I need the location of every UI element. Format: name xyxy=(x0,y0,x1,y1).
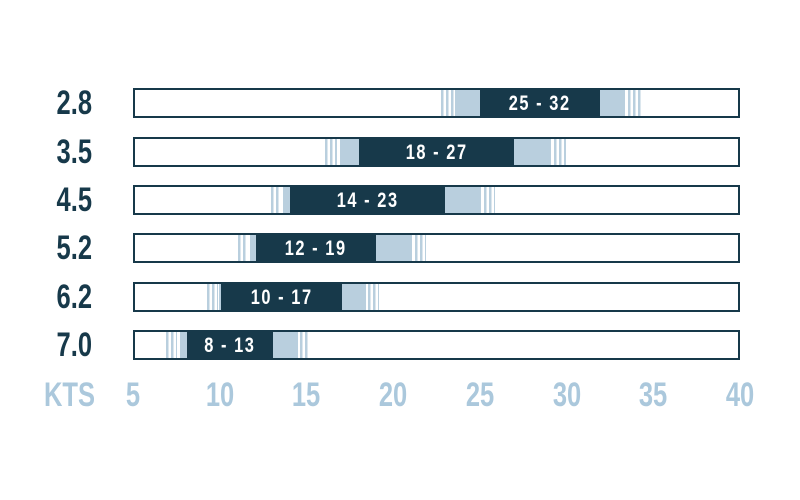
sail-size-label: 3.5 xyxy=(56,133,92,171)
axis-tick: 10 xyxy=(205,376,234,414)
dark-range-segment: 25 - 32 xyxy=(479,90,601,116)
wind-range-bar: 14 - 23 xyxy=(133,185,740,215)
axis-tick: 5 xyxy=(125,376,141,414)
light-right-segment xyxy=(445,187,482,213)
sail-size-label: 2.8 xyxy=(56,84,92,122)
wind-range-bar: 8 - 13 xyxy=(133,330,740,360)
hatch-right-zone xyxy=(627,90,641,116)
hatch-right-zone xyxy=(483,187,496,213)
sail-row: 3.5 18 - 27 xyxy=(0,133,800,171)
axis-tick: 15 xyxy=(292,376,321,414)
hatch-left-zone xyxy=(440,90,455,116)
dark-range-segment: 14 - 23 xyxy=(290,187,446,213)
wind-range-bar: 10 - 17 xyxy=(133,282,740,312)
sail-size-label: 7.0 xyxy=(56,326,92,364)
dark-range-segment: 18 - 27 xyxy=(358,139,515,165)
hatch-left-zone xyxy=(325,139,338,165)
axis-tick: 20 xyxy=(378,376,408,414)
sail-size-label: 6.2 xyxy=(56,278,92,316)
sail-row: 7.0 8 - 13 xyxy=(0,326,800,364)
light-left-segment xyxy=(250,235,256,261)
axis-tick: 35 xyxy=(639,376,668,414)
axis-tick: 25 xyxy=(465,376,495,414)
light-left-segment xyxy=(283,187,291,213)
light-right-segment xyxy=(514,139,552,165)
range-label: 10 - 17 xyxy=(250,285,313,309)
sail-row: 2.8 25 - 32 xyxy=(0,84,800,122)
light-left-segment xyxy=(218,284,222,310)
sail-row: 5.2 12 - 19 xyxy=(0,229,800,267)
range-label: 8 - 13 xyxy=(204,333,256,357)
dark-range-segment: 8 - 13 xyxy=(186,332,273,358)
hatch-left-zone xyxy=(271,187,282,213)
hatch-left-zone xyxy=(207,284,218,310)
axis-tick: 30 xyxy=(552,376,581,414)
range-label: 12 - 19 xyxy=(284,236,347,260)
sail-size-label: 4.5 xyxy=(56,181,92,219)
sail-row: 4.5 14 - 23 xyxy=(0,181,800,219)
hatch-left-zone xyxy=(166,332,178,358)
hatch-right-zone xyxy=(368,284,379,310)
light-left-segment xyxy=(454,90,480,116)
light-right-segment xyxy=(376,235,413,261)
light-right-segment xyxy=(600,90,626,116)
hatch-right-zone xyxy=(414,235,427,261)
dark-range-segment: 10 - 17 xyxy=(221,284,342,310)
range-label: 14 - 23 xyxy=(336,188,399,212)
light-right-segment xyxy=(272,332,298,358)
x-axis: KTS 5 10 15 20 25 30 35 40 xyxy=(0,378,800,414)
light-right-segment xyxy=(341,284,366,310)
axis-tick: 40 xyxy=(725,376,755,414)
range-label: 25 - 32 xyxy=(508,91,571,115)
wind-range-bar: 12 - 19 xyxy=(133,233,740,263)
hatch-left-zone xyxy=(237,235,248,261)
wind-range-bar: 25 - 32 xyxy=(133,88,740,118)
axis-unit-label: KTS xyxy=(44,376,95,414)
sail-size-label: 5.2 xyxy=(56,229,92,267)
dark-range-segment: 12 - 19 xyxy=(255,235,377,261)
range-label: 18 - 27 xyxy=(405,140,468,164)
sail-row: 6.2 10 - 17 xyxy=(0,278,800,316)
hatch-right-zone xyxy=(300,332,310,358)
wind-range-bar: 18 - 27 xyxy=(133,137,740,167)
light-left-segment xyxy=(340,139,359,165)
hatch-right-zone xyxy=(553,139,566,165)
axis-tick-row: 5 10 15 20 25 30 35 40 xyxy=(126,376,754,414)
light-left-segment xyxy=(179,332,187,358)
